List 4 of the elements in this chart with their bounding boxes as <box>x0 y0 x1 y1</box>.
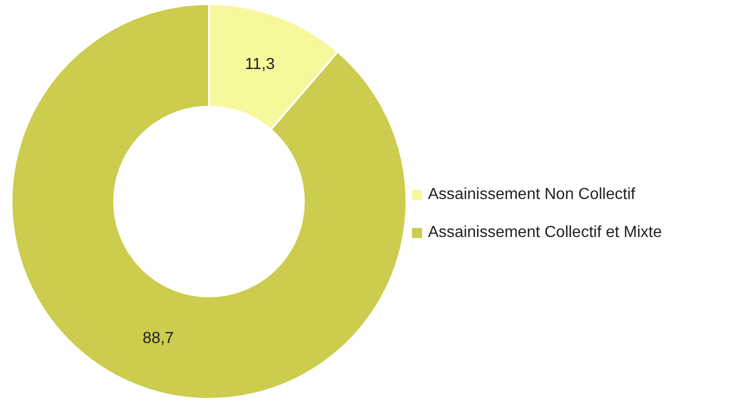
data-label: 88,7 <box>142 330 174 347</box>
data-label: 11,3 <box>244 56 275 73</box>
legend-label: Assainissement Non Collectif <box>428 186 636 204</box>
legend-label: Assainissement Collectif et Mixte <box>428 224 662 242</box>
